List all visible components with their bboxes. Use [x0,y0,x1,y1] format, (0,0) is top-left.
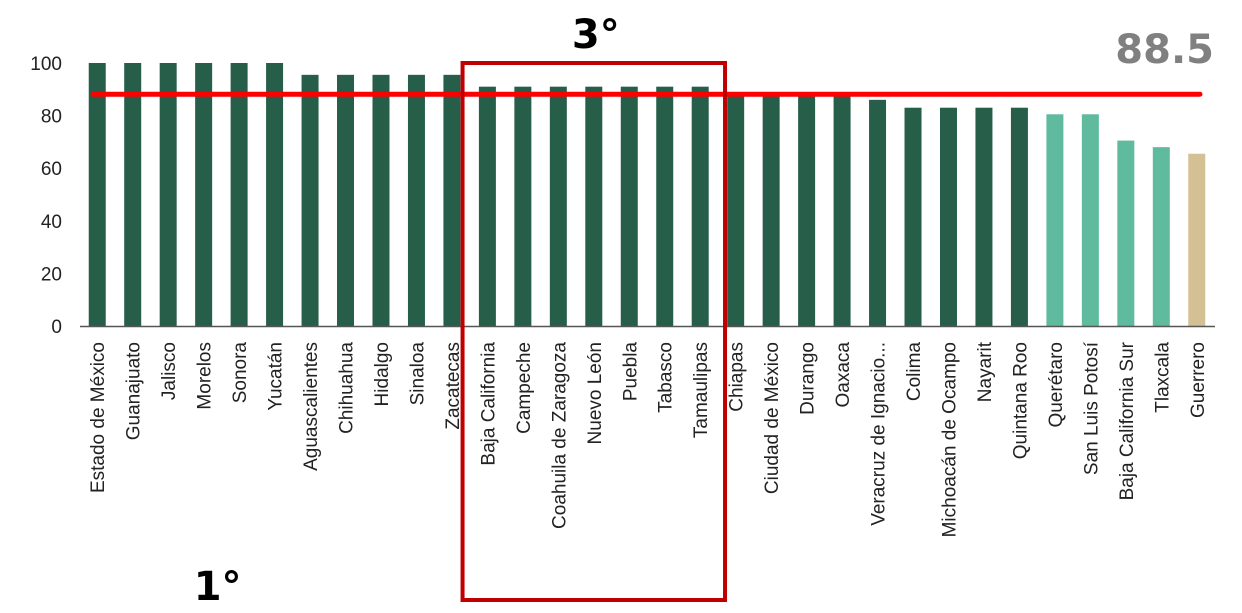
bar [620,86,638,326]
x-tick-label: Estado de México [88,342,109,493]
x-tick-label: Hidalgo [372,342,393,406]
x-tick-label: Durango [798,342,819,415]
x-tick-label: Ciudad de México [762,342,783,494]
x-tick-label: Tlaxcala [1152,342,1173,413]
x-tick-label: Tamaulipas [691,342,712,438]
bar [124,63,142,326]
x-tick-label: Veracruz de Ignacio... [869,342,890,526]
y-tick-label: 60 [41,159,62,180]
x-tick-label: Nayarit [975,341,996,402]
x-tick-label: Chiapas [727,342,748,412]
bar [159,63,177,326]
bar [904,107,922,327]
bar [195,63,213,326]
x-tick-label: Zacatecas [443,342,464,430]
x-tick-label: Sinaloa [407,342,428,406]
bar [975,107,993,327]
highlight-box [460,61,728,602]
x-tick-label: Guerrero [1188,342,1209,418]
x-tick-label: Campeche [514,342,535,434]
annotation-first-place: 1° [194,564,242,610]
bar [230,63,248,326]
x-tick-label: Morelos [195,342,216,410]
bar [1010,107,1028,327]
bar [869,99,887,326]
bars [88,63,1206,327]
y-tick-label: 0 [51,317,62,338]
x-tick-label: Aguascalientes [301,342,322,471]
highlight-box-label: 3° [572,12,620,58]
y-tick-label: 100 [30,54,62,75]
bar [1117,140,1135,326]
y-tick-label: 20 [41,264,62,285]
x-tick-label: Sonora [230,342,251,404]
bar [88,63,106,326]
x-tick-label: San Luis Potosí [1081,341,1102,475]
bar [656,86,674,326]
x-tick-label: Guanajuato [124,342,145,440]
x-tick-label: Coahuila de Zaragoza [549,342,570,529]
bar [1152,147,1170,326]
bar [833,93,851,327]
bar [443,74,461,327]
bar [727,93,745,327]
x-tick-label: Chihuahua [337,342,358,434]
x-tick-label: Jalisco [159,342,180,400]
x-tick-label: Yucatán [266,342,287,411]
x-tick-label: Querétaro [1046,342,1067,428]
x-axis-labels: Estado de México Guanajuato Jalisco Morelos… [88,341,1209,537]
x-tick-label: Michoacán de Ocampo [939,342,960,537]
x-tick-label: Oaxaca [833,342,854,408]
bar [337,74,355,327]
x-tick-label: Quintana Roo [1010,342,1031,459]
bar [266,63,284,326]
bar [372,74,390,327]
bar [549,86,567,326]
bar [301,74,319,327]
bar [514,86,532,326]
bar [939,107,957,327]
reference-line-label: 88.5 [1115,27,1214,73]
x-tick-label: Nuevo León [585,342,606,444]
y-axis: 0 20 40 60 80 100 [30,54,62,338]
bar [1081,114,1099,326]
bar [1046,114,1064,326]
x-tick-label: Baja California Sur [1117,341,1138,500]
bar [407,74,425,327]
bar [691,86,709,326]
x-tick-label: Tabasco [656,342,677,413]
bar [585,86,603,326]
x-tick-label: Colima [904,342,925,402]
y-tick-label: 40 [41,212,62,233]
y-tick-label: 80 [41,107,62,128]
x-tick-label: Puebla [620,342,641,402]
x-tick-label: Baja California [478,342,499,466]
bar [478,86,496,326]
bar [1188,153,1206,326]
bar [762,93,780,327]
bar [798,93,816,327]
